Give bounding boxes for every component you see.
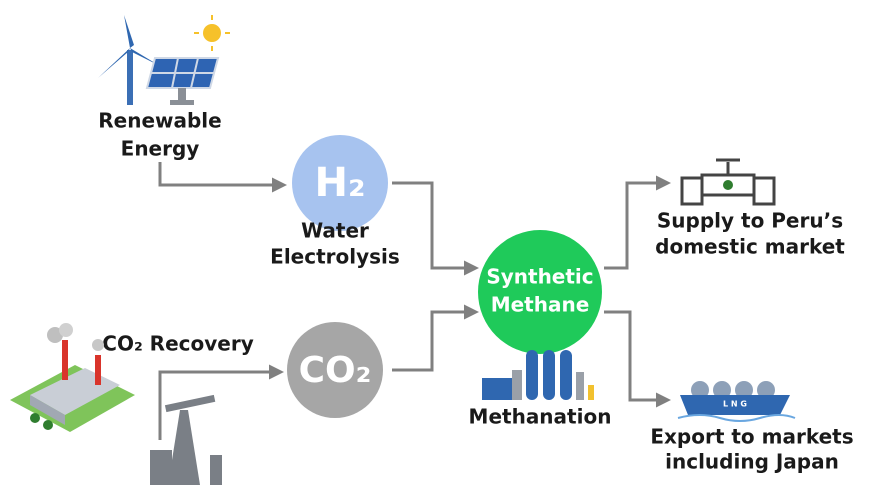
icon-part <box>723 180 733 190</box>
icon-part <box>680 395 790 415</box>
node-label: domestic market <box>655 235 845 259</box>
icon-part <box>62 340 68 380</box>
icon-part <box>482 378 512 400</box>
icon-part <box>164 394 216 413</box>
icon-part <box>680 176 704 206</box>
node-label: Renewable <box>98 109 221 133</box>
node-label: CO₂ Recovery <box>102 332 253 356</box>
node-caption: Methanation <box>469 405 612 429</box>
icon-part <box>30 395 65 425</box>
factory-icon <box>10 323 135 432</box>
icon-part <box>168 410 200 485</box>
icon-part <box>59 323 73 337</box>
node-label: Methane <box>491 293 590 317</box>
icon-part <box>47 327 63 343</box>
icon-part <box>203 24 221 42</box>
node-caption: Water <box>301 219 369 243</box>
icon-part <box>526 350 538 400</box>
arrow <box>158 364 284 440</box>
icon-part <box>543 350 555 400</box>
h2-circle <box>292 135 388 231</box>
methane-circle <box>478 230 602 354</box>
arrow <box>392 304 479 372</box>
icon-part <box>30 413 40 423</box>
ship-icon <box>677 381 796 422</box>
renewable-icon <box>98 15 230 105</box>
icon-part <box>588 385 594 400</box>
icon-part <box>210 455 222 485</box>
icon-part <box>713 381 731 399</box>
node-label: CO₂ <box>299 350 372 391</box>
icon-part <box>178 88 186 102</box>
icon-part <box>194 15 230 51</box>
pump-icon <box>150 394 222 485</box>
icon-part <box>691 381 709 399</box>
icon-part <box>735 381 753 399</box>
node-label: Supply to Peru’s <box>657 209 843 233</box>
arrow <box>158 162 287 193</box>
icon-part <box>576 372 584 400</box>
icon-part <box>92 339 104 351</box>
icon-part <box>560 350 572 400</box>
arrow <box>604 310 671 408</box>
icon-part <box>150 450 172 485</box>
node-label: H₂ <box>315 160 366 206</box>
icon-part <box>170 100 194 105</box>
ship-text: L N G <box>723 400 747 409</box>
icon-part <box>95 355 101 385</box>
pipe-icon <box>680 158 776 206</box>
arrow <box>604 175 671 270</box>
icon-part <box>43 420 53 430</box>
methanation-icon <box>482 350 594 400</box>
node-label: Export to markets <box>650 425 853 449</box>
node-label: Energy <box>121 137 200 161</box>
node-label: including Japan <box>665 450 839 474</box>
node-label: Synthetic <box>486 265 593 289</box>
icon-part <box>512 370 522 400</box>
node-caption: Electrolysis <box>270 245 400 269</box>
icon-part <box>757 381 775 399</box>
icon-part <box>677 414 796 422</box>
icon-part <box>127 50 133 105</box>
arrow <box>392 181 479 276</box>
icon-part <box>752 176 776 206</box>
co2-circle <box>287 322 383 418</box>
